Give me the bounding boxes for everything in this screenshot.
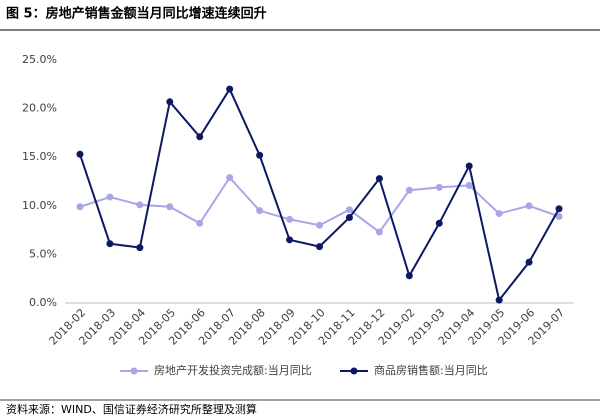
point: [136, 201, 144, 209]
point: [465, 162, 473, 170]
point: [495, 210, 503, 218]
point: [525, 202, 533, 210]
point: [196, 133, 204, 141]
point: [345, 206, 353, 214]
y-tick-label: 20.0%: [22, 102, 57, 115]
point: [555, 212, 563, 220]
point: [286, 215, 294, 223]
point: [405, 186, 413, 194]
series-line: [79, 87, 560, 303]
source: 资料来源：WIND、国信证券经济研究所整理及测算: [6, 402, 257, 416]
point: [196, 219, 204, 227]
point: [76, 150, 84, 158]
point: [375, 228, 383, 236]
point: [435, 183, 443, 191]
point: [435, 219, 443, 227]
point: [76, 203, 84, 211]
point: [286, 236, 294, 244]
chart-title: 图 5：房地产销售金额当月同比增速连续回升: [6, 6, 267, 22]
point: [555, 205, 563, 213]
y-tick-label: 15.0%: [22, 150, 57, 163]
y-tick-label: 10.0%: [22, 199, 57, 212]
legend-marker: [350, 367, 358, 375]
point: [495, 296, 503, 304]
point: [256, 151, 264, 159]
legend-label: 房地产开发投资完成额:当月同比: [154, 363, 312, 377]
y-tick-label: 25.0%: [22, 53, 57, 66]
y-tick-label: 0.0%: [29, 296, 57, 309]
point: [106, 240, 114, 248]
y-tick-label: 5.0%: [29, 247, 57, 260]
point: [525, 258, 533, 266]
point: [166, 203, 174, 211]
point: [465, 181, 473, 189]
point: [405, 272, 413, 280]
point: [345, 213, 353, 221]
point: [256, 207, 264, 215]
point: [226, 174, 234, 182]
point: [375, 175, 383, 183]
legend-label: 商品房销售额:当月同比: [374, 363, 488, 377]
point: [136, 244, 144, 252]
point: [226, 85, 234, 93]
point: [166, 98, 174, 106]
legend-marker: [130, 367, 138, 375]
point: [106, 193, 114, 201]
point: [316, 243, 323, 251]
point: [316, 221, 323, 229]
